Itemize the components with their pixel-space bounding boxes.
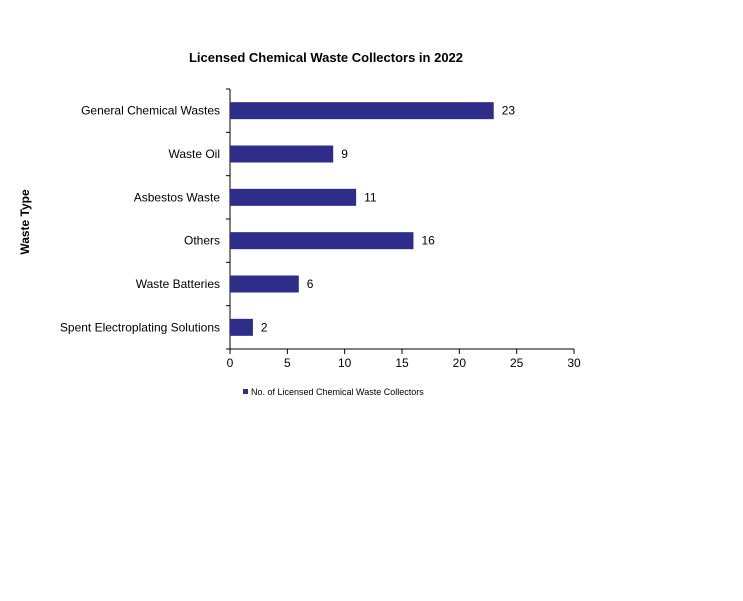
legend: No. of Licensed Chemical Waste Collector… [243,387,424,397]
bar [230,318,253,336]
category-label: Waste Oil [168,147,220,161]
x-tick-label: 5 [284,356,291,370]
legend-swatch [243,389,248,394]
x-tick-label: 10 [338,356,352,370]
x-tick-label: 30 [567,356,581,370]
data-label: 23 [502,104,516,118]
data-label: 11 [364,190,377,204]
y-axis-title: Waste Type [18,189,32,255]
category-label: General Chemical Wastes [81,104,220,118]
bar [230,275,299,293]
data-label: 6 [307,277,314,291]
chart-title: Licensed Chemical Waste Collectors in 20… [189,50,463,65]
category-label: Others [184,234,220,248]
data-label: 16 [421,234,435,248]
x-tick-label: 25 [510,356,524,370]
bar [230,188,357,206]
legend-label: No. of Licensed Chemical Waste Collector… [251,387,424,397]
bar [230,145,334,163]
data-label: 2 [261,320,268,334]
category-label: Waste Batteries [136,277,220,291]
bar [230,232,414,250]
bar [230,102,494,120]
x-tick-label: 20 [453,356,467,370]
x-tick-label: 15 [395,356,409,370]
plot-area: 0 5 10 15 20 25 30 General Chemical Wastes 23 Was… [60,88,581,370]
data-label: 9 [341,147,348,161]
x-tick-label: 0 [227,356,234,370]
category-label: Spent Electroplating Solutions [60,320,220,334]
category-label: Asbestos Waste [134,190,221,204]
